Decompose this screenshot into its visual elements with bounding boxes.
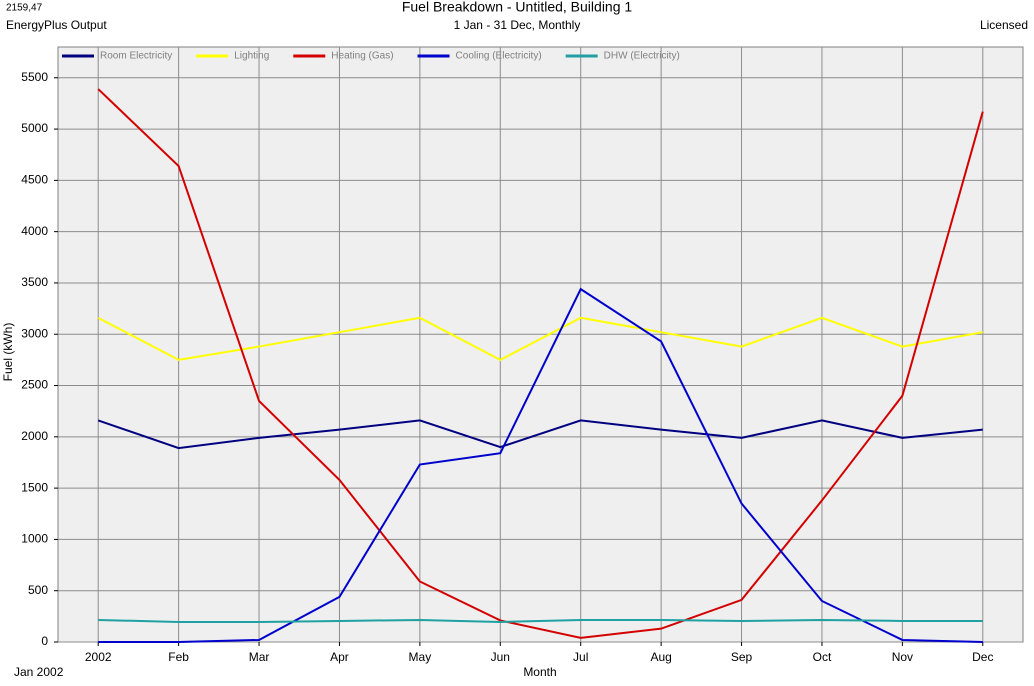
legend-label: Cooling (Electricity) <box>456 51 542 62</box>
chart-title: Fuel Breakdown - Untitled, Building 1 <box>402 0 633 15</box>
x-tick-label: Sep <box>731 650 753 664</box>
y-tick-label: 4000 <box>21 224 48 238</box>
y-tick-label: 3000 <box>21 326 48 340</box>
x-tick-label: Aug <box>650 650 671 664</box>
legend-label: DHW (Electricity) <box>604 51 680 62</box>
y-tick-label: 5500 <box>21 70 48 84</box>
y-tick-label: 4500 <box>21 173 48 187</box>
x-tick-label: Mar <box>249 650 270 664</box>
y-axis-label: Fuel (kWh) <box>1 323 15 382</box>
y-tick-label: 1500 <box>21 480 48 494</box>
start-label: Jan 2002 <box>14 665 64 679</box>
series-line <box>97 419 983 450</box>
x-tick-label: Oct <box>813 650 832 664</box>
y-tick-label: 2500 <box>21 378 48 392</box>
x-tick-label: Feb <box>168 650 189 664</box>
x-tick-label: May <box>409 650 432 664</box>
y-tick-label: 500 <box>28 583 48 597</box>
cursor-value: 2159,47 <box>6 3 43 14</box>
series-line <box>98 618 983 623</box>
x-axis-label: Month <box>523 665 556 679</box>
legend-label: Heating (Gas) <box>331 51 393 62</box>
source: EnergyPlus Output <box>6 18 107 32</box>
y-tick-label: 5000 <box>21 121 48 135</box>
x-tick-label: 2002 <box>85 650 112 664</box>
plot-area <box>57 46 1024 643</box>
x-tick-label: Jul <box>573 650 588 664</box>
legend-label: Room Electricity <box>100 51 172 62</box>
y-tick-label: 2000 <box>21 429 48 443</box>
y-tick-label: 1000 <box>21 532 48 546</box>
legend-label: Lighting <box>234 51 269 62</box>
license: Licensed <box>980 18 1028 32</box>
y-tick-label: 3500 <box>21 275 48 289</box>
series-line <box>97 316 983 362</box>
x-tick-label: Nov <box>892 650 913 664</box>
chart-subtitle: 1 Jan - 31 Dec, Monthly <box>454 18 581 32</box>
series-line <box>97 88 984 639</box>
series-line <box>98 287 983 643</box>
x-tick-label: Jun <box>491 650 510 664</box>
y-tick-label: 0 <box>41 634 48 648</box>
x-tick-label: Dec <box>972 650 993 664</box>
x-tick-label: Apr <box>330 650 349 664</box>
